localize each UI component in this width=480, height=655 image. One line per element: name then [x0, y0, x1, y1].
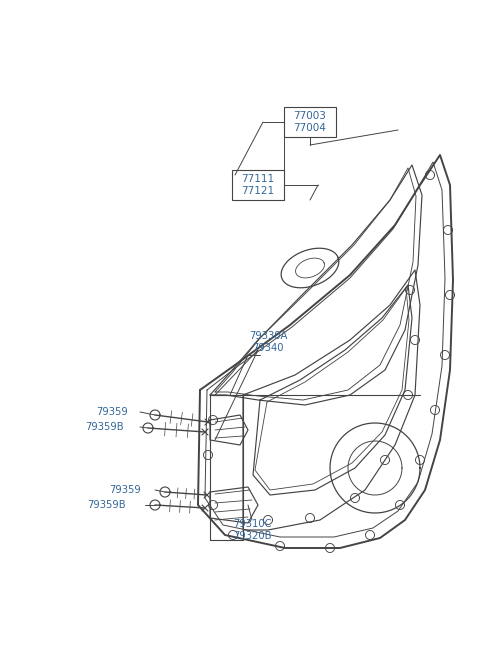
Text: 79359: 79359	[109, 485, 141, 495]
Text: 77003
77004: 77003 77004	[294, 111, 326, 134]
Bar	[284, 107, 336, 137]
Text: 79359B: 79359B	[87, 500, 125, 510]
Text: 79310C
79320B: 79310C 79320B	[233, 519, 271, 542]
Text: 79359: 79359	[96, 407, 128, 417]
Text: 77111
77121: 77111 77121	[241, 174, 275, 196]
Text: 79330A
79340: 79330A 79340	[249, 331, 287, 354]
Bar	[232, 170, 284, 200]
Text: 79359B: 79359B	[84, 422, 123, 432]
